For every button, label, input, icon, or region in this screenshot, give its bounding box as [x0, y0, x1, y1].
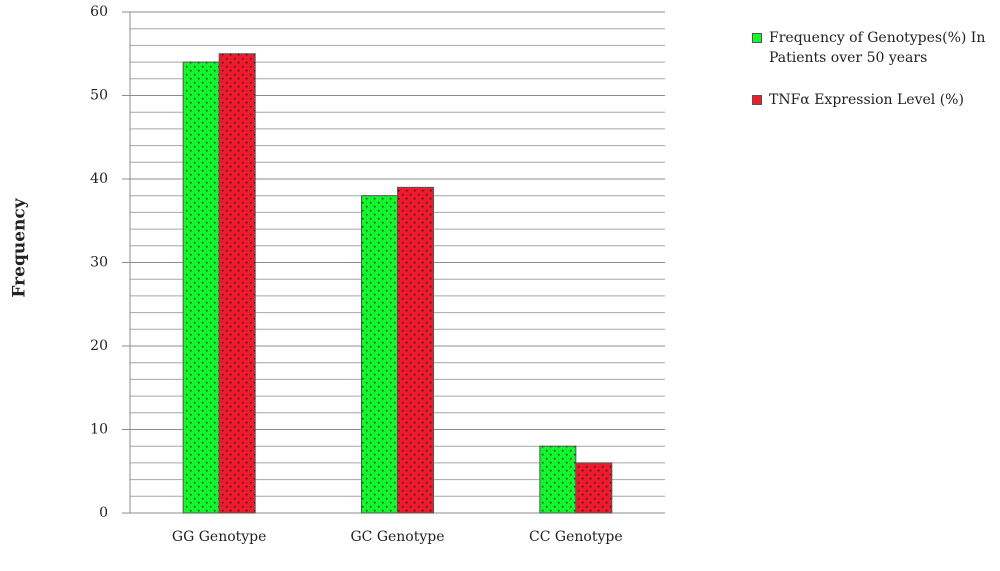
- x-tick-label: GG Genotype: [172, 529, 267, 545]
- bar: [539, 445, 577, 514]
- legend-swatch: [752, 95, 762, 105]
- bar: [218, 53, 256, 514]
- legend-label: Frequency of Genotypes(%) In Patients ov…: [769, 30, 986, 66]
- y-tick-label: 20: [90, 338, 108, 354]
- legend: Frequency of Genotypes(%) In Patients ov…: [752, 28, 997, 132]
- y-tick-label: 10: [90, 422, 108, 438]
- y-axis-title: Frequency: [10, 197, 30, 297]
- legend-item: TNFα Expression Level (%): [752, 90, 997, 110]
- x-tick-label: GC Genotype: [350, 529, 444, 545]
- legend-item: Frequency of Genotypes(%) In Patients ov…: [752, 28, 997, 68]
- legend-label: TNFα Expression Level (%): [769, 92, 964, 108]
- y-tick-label: 0: [99, 505, 108, 521]
- y-tick-label: 40: [90, 171, 108, 187]
- legend-swatch: [752, 33, 762, 43]
- y-tick-label: 50: [90, 88, 108, 104]
- bar: [361, 195, 398, 514]
- bar: [182, 61, 220, 514]
- bar: [397, 186, 434, 514]
- y-tick-label: 30: [90, 255, 108, 271]
- x-tick-label: CC Genotype: [529, 529, 623, 545]
- bar: [575, 462, 613, 514]
- y-tick-label: 60: [90, 4, 108, 20]
